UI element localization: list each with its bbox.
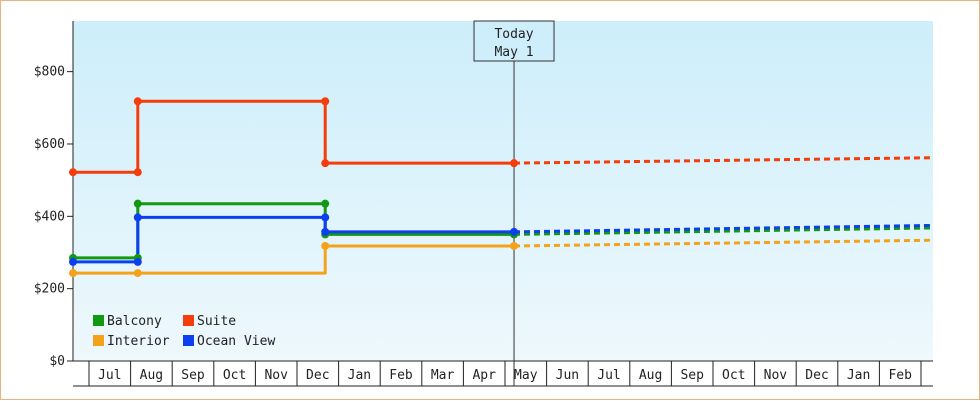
month-label: Mar bbox=[431, 368, 455, 383]
data-point-suite bbox=[510, 159, 519, 168]
legend-swatch bbox=[183, 335, 194, 346]
month-label: Oct bbox=[722, 368, 745, 383]
month-label: Aug bbox=[639, 368, 662, 383]
data-point-suite bbox=[321, 159, 330, 168]
series-line-suite bbox=[73, 99, 514, 174]
month-label: Jul bbox=[597, 368, 620, 383]
data-point-interior bbox=[510, 241, 519, 250]
legend-label: Balcony bbox=[107, 314, 162, 329]
data-point-ocean-view bbox=[321, 227, 330, 236]
data-point-balcony bbox=[321, 199, 330, 208]
month-label: Oct bbox=[223, 368, 246, 383]
month-label: Feb bbox=[389, 368, 413, 383]
y-tick-label: $800 bbox=[34, 65, 65, 80]
y-tick-label: $400 bbox=[34, 209, 65, 224]
series-line-ocean-view bbox=[73, 215, 514, 264]
series-line-balcony bbox=[73, 202, 514, 260]
month-label: Nov bbox=[764, 368, 788, 383]
data-point-interior bbox=[133, 269, 142, 278]
month-label: Nov bbox=[264, 368, 288, 383]
today-label: Today bbox=[494, 27, 533, 42]
data-point-suite bbox=[321, 97, 330, 106]
legend-swatch bbox=[93, 315, 104, 326]
month-label: Jun bbox=[556, 368, 579, 383]
legend-swatch bbox=[183, 315, 194, 326]
data-point-suite bbox=[133, 168, 142, 177]
month-label: Jan bbox=[348, 368, 371, 383]
plot-background bbox=[73, 21, 933, 361]
data-point-suite bbox=[69, 168, 77, 177]
legend-label: Ocean View bbox=[197, 334, 275, 349]
month-label: Apr bbox=[472, 368, 496, 383]
today-box bbox=[473, 20, 555, 62]
data-point-suite bbox=[133, 97, 142, 106]
legend-swatch bbox=[93, 335, 104, 346]
legend-label: Interior bbox=[107, 334, 170, 349]
today-date-label: May 1 bbox=[494, 45, 533, 60]
month-label: Sep bbox=[181, 368, 205, 383]
data-point-ocean-view bbox=[321, 213, 330, 222]
data-point-ocean-view bbox=[133, 213, 142, 222]
month-label: Dec bbox=[306, 368, 329, 383]
data-point-interior bbox=[321, 241, 330, 250]
y-tick-label: $200 bbox=[34, 282, 65, 297]
month-label: Dec bbox=[805, 368, 828, 383]
data-point-ocean-view bbox=[510, 227, 519, 236]
month-label: Sep bbox=[680, 368, 704, 383]
data-point-interior bbox=[69, 269, 77, 278]
data-point-ocean-view bbox=[133, 257, 142, 266]
y-tick-label: $0 bbox=[49, 354, 65, 369]
data-point-ocean-view bbox=[69, 257, 77, 266]
month-label: Jul bbox=[98, 368, 121, 383]
month-label: Aug bbox=[140, 368, 163, 383]
legend-label: Suite bbox=[197, 314, 236, 329]
data-point-balcony bbox=[133, 199, 142, 208]
month-label: May bbox=[514, 368, 538, 383]
month-label: Jan bbox=[847, 368, 870, 383]
month-label: Feb bbox=[888, 368, 912, 383]
y-tick-label: $600 bbox=[34, 137, 65, 152]
series-line-interior bbox=[73, 244, 514, 275]
